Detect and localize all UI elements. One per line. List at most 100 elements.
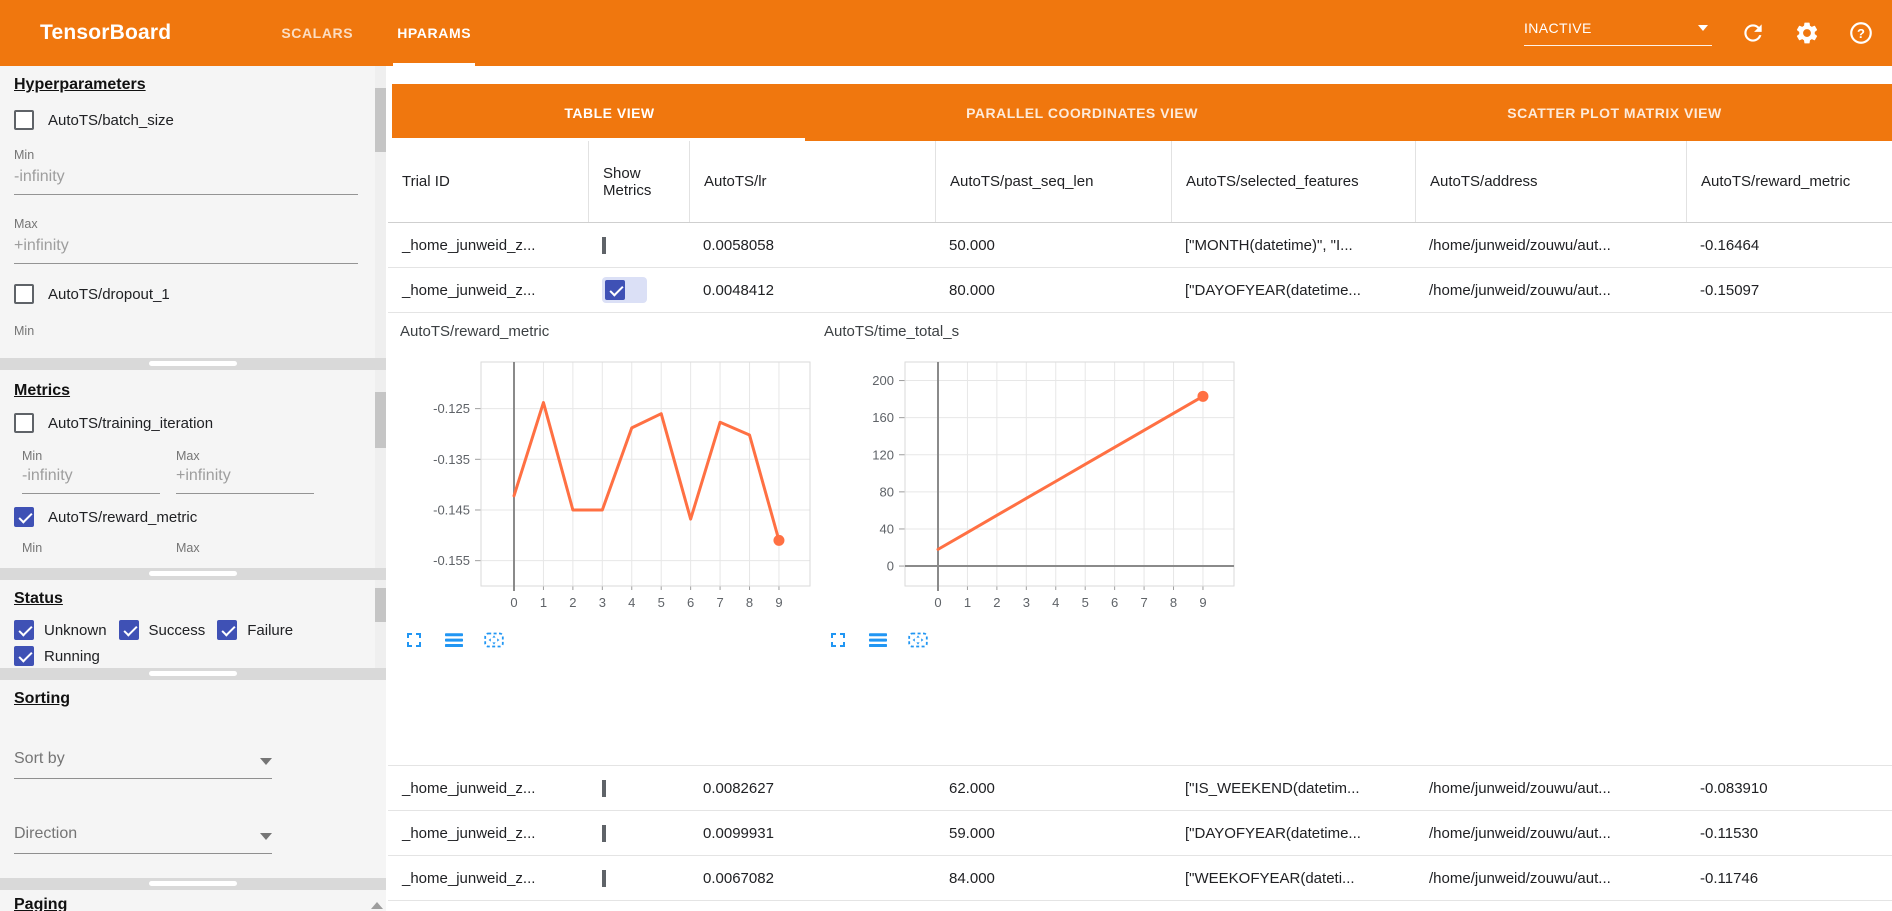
direction-select[interactable]: Direction	[14, 825, 272, 854]
reset-zoom-icon[interactable]	[482, 628, 506, 652]
nav-tab-scalars[interactable]: SCALARS	[259, 0, 375, 66]
section-divider[interactable]	[0, 568, 386, 580]
reset-zoom-icon[interactable]	[906, 628, 930, 652]
param-batch-size-row: AutoTS/batch_size	[14, 110, 372, 130]
y-tick-label: 80	[880, 484, 894, 499]
show-metrics-checkbox[interactable]	[602, 824, 606, 842]
table-row: _home_junweid_z... 0.0099931 59.000 ["DAYOF…	[388, 811, 1892, 856]
scroll-up-arrow-icon[interactable]	[371, 902, 383, 909]
show-metrics-checkbox[interactable]	[602, 869, 606, 887]
cell-trial-id: _home_junweid_z...	[402, 281, 536, 299]
hyperparameters-heading: Hyperparameters	[14, 76, 146, 93]
section-divider[interactable]	[0, 358, 386, 370]
cell-reward-metric: -0.16464	[1700, 236, 1760, 254]
resize-handle-icon	[149, 361, 237, 366]
show-metrics-checkbox[interactable]	[602, 779, 606, 797]
x-tick-label: 5	[1082, 595, 1089, 610]
refresh-icon[interactable]	[1740, 20, 1766, 46]
x-tick-label: 6	[1111, 595, 1118, 610]
last-point-dot	[1197, 390, 1209, 402]
scrollbar-thumb[interactable]	[375, 88, 386, 152]
cell-reward-metric: -0.11746	[1700, 869, 1759, 887]
min-input[interactable]: -infinity	[14, 168, 358, 195]
metric-reward-checkbox[interactable]	[14, 507, 34, 527]
y-tick-label: -0.135	[433, 452, 470, 467]
min-max-row: Min Max	[14, 541, 372, 555]
metric-reward-row: AutoTS/reward_metric	[14, 507, 372, 527]
x-tick-label: 2	[569, 595, 576, 610]
status-checkbox-success[interactable]	[118, 620, 139, 640]
column-header-1[interactable]: Show Metrics	[588, 141, 689, 222]
cell-selected-features: ["IS_WEEKEND(datetim...	[1185, 779, 1360, 797]
fullscreen-icon[interactable]	[826, 628, 850, 652]
status-checkbox-running[interactable]	[14, 646, 34, 666]
resize-handle-icon	[149, 671, 237, 676]
sort-by-select[interactable]: Sort by	[14, 750, 272, 779]
metric-training-iteration-label: AutoTS/training_iteration	[48, 414, 214, 432]
cell-address: /home/junweid/zouwu/aut...	[1429, 779, 1611, 797]
column-header-6[interactable]: AutoTS/reward_metric	[1686, 141, 1892, 222]
y-tick-label: 200	[872, 373, 894, 388]
cell-show-metrics	[588, 236, 689, 254]
scrollbar-track[interactable]	[375, 580, 386, 668]
help-icon[interactable]: ?	[1848, 20, 1874, 46]
cell-lr: 0.0048412	[703, 281, 774, 299]
runs-list-icon[interactable]	[442, 628, 466, 652]
metric-training-iteration-checkbox[interactable]	[14, 413, 34, 433]
tab-parallel-coordinates-label: PARALLEL COORDINATES VIEW	[966, 104, 1198, 121]
column-header-2[interactable]: AutoTS/lr	[689, 141, 935, 222]
x-tick-label: 7	[1140, 595, 1147, 610]
show-metrics-checkbox[interactable]	[605, 279, 625, 300]
run-status-dropdown[interactable]: INACTIVE	[1524, 20, 1712, 46]
cell-selected-features: ["MONTH(datetime)", "I...	[1185, 236, 1353, 254]
scrollbar-thumb[interactable]	[375, 588, 386, 622]
tab-scatter-plot-matrix-view[interactable]: SCATTER PLOT MATRIX VIEW	[1337, 84, 1892, 141]
tab-scatter-plot-matrix-label: SCATTER PLOT MATRIX VIEW	[1507, 104, 1722, 121]
line-chart-svg[interactable]: -0.125 -0.135 -0.145 -0.155 0 1 2 3 4 5 6 7 8 9	[396, 349, 820, 617]
x-tick-label: 1	[964, 595, 971, 610]
status-label: Running	[44, 647, 100, 665]
x-tick-label: 6	[687, 595, 694, 610]
min-max-row: Min -infinity Max +infinity	[14, 449, 372, 494]
metrics-heading: Metrics	[14, 382, 71, 399]
status-label: Unknown	[44, 621, 107, 639]
x-tick-label: 3	[599, 595, 606, 610]
cell-show-metrics	[588, 779, 689, 797]
settings-gear-icon[interactable]	[1794, 20, 1820, 46]
show-metrics-checkbox[interactable]	[602, 236, 606, 254]
cell-reward-metric: -0.11530	[1700, 824, 1759, 842]
column-header-4[interactable]: AutoTS/selected_features	[1171, 141, 1415, 222]
table-header-row: Trial ID Show Metrics AutoTS/lr AutoTS/past…	[388, 141, 1892, 223]
column-header-0[interactable]: Trial ID	[402, 173, 450, 190]
x-tick-label: 2	[993, 595, 1000, 610]
tab-parallel-coordinates-view[interactable]: PARALLEL COORDINATES VIEW	[827, 84, 1337, 141]
scrollbar-track[interactable]	[375, 370, 386, 568]
status-checkbox-failure[interactable]	[217, 620, 238, 640]
status-option-success: Success	[118, 620, 205, 640]
param-dropout-checkbox[interactable]	[14, 284, 34, 304]
max-input[interactable]: +infinity	[14, 237, 358, 264]
scrollbar-track[interactable]	[375, 66, 386, 358]
section-divider[interactable]	[0, 878, 386, 890]
table-row: _home_junweid_z... 0.0058058 50.000 ["MONTH…	[388, 223, 1892, 268]
column-header-5[interactable]: AutoTS/address	[1415, 141, 1686, 222]
runs-list-icon[interactable]	[866, 628, 890, 652]
view-tabs-bar: TABLE VIEW PARALLEL COORDINATES VIEW SCA…	[392, 84, 1892, 141]
tab-table-view[interactable]: TABLE VIEW	[392, 84, 827, 141]
y-tick-label: 40	[880, 521, 894, 536]
max-input[interactable]: +infinity	[176, 467, 314, 494]
section-divider[interactable]	[0, 668, 386, 680]
chart-mount-1: 0 40 80 120 160 200 0 1 2 3 4 5 6 7 8 9	[820, 349, 1244, 652]
min-input[interactable]: -infinity	[22, 467, 160, 494]
scrollbar-thumb[interactable]	[375, 392, 386, 448]
min-label: Min	[14, 324, 35, 338]
param-dropout-row: AutoTS/dropout_1	[14, 284, 372, 304]
max-label: Max	[14, 217, 38, 231]
param-batch-size-checkbox[interactable]	[14, 110, 34, 130]
column-header-3[interactable]: AutoTS/past_seq_len	[935, 141, 1171, 222]
min-label: Min	[22, 541, 43, 555]
status-checkbox-unknown[interactable]	[14, 620, 34, 640]
fullscreen-icon[interactable]	[402, 628, 426, 652]
nav-tab-hparams[interactable]: HPARAMS	[375, 0, 493, 66]
line-chart-svg[interactable]: 0 40 80 120 160 200 0 1 2 3 4 5 6 7 8 9	[820, 349, 1244, 617]
